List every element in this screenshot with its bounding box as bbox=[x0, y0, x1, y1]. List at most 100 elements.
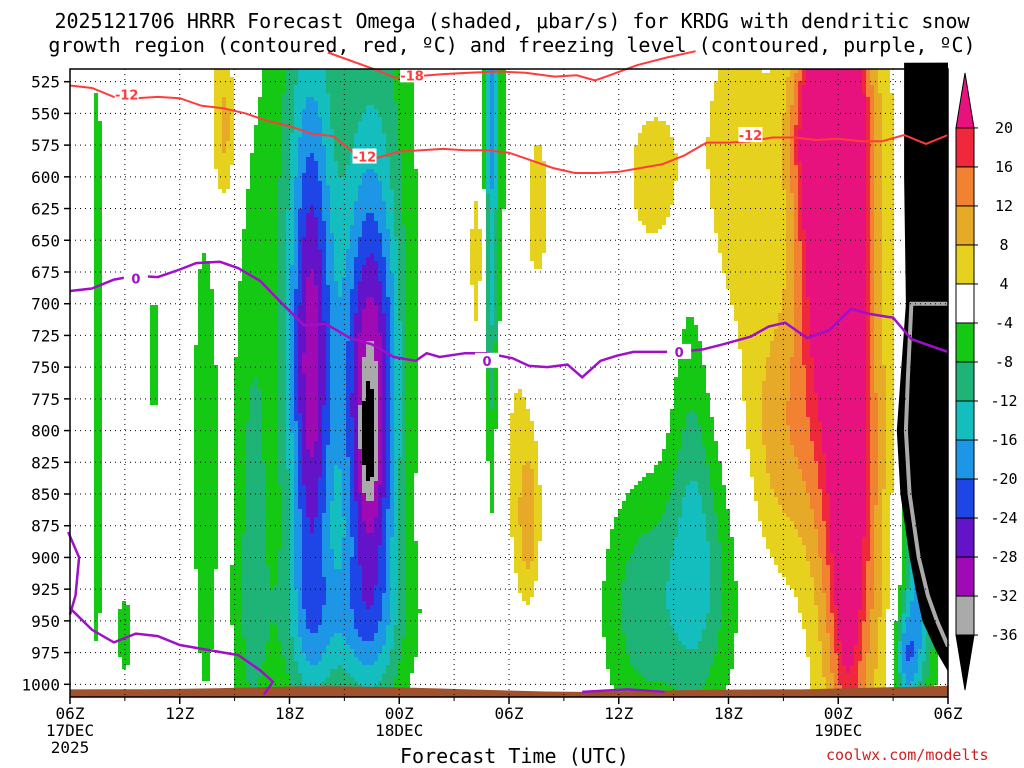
omega-cell bbox=[870, 409, 878, 413]
omega-cell bbox=[218, 177, 230, 181]
omega-cell bbox=[290, 473, 294, 477]
omega-cell bbox=[790, 585, 814, 589]
omega-cell bbox=[490, 201, 498, 205]
omega-cell bbox=[870, 73, 878, 77]
omega-cell bbox=[358, 301, 366, 305]
omega-cell bbox=[794, 221, 798, 225]
omega-cell bbox=[294, 249, 298, 253]
omega-cell bbox=[394, 277, 398, 281]
omega-cell bbox=[790, 189, 798, 193]
omega-cell bbox=[634, 157, 678, 161]
omega-cell bbox=[802, 269, 806, 273]
omega-cell bbox=[874, 85, 878, 89]
omega-cell bbox=[390, 181, 402, 185]
omega-cell bbox=[486, 289, 490, 293]
omega-cell bbox=[870, 305, 874, 309]
omega-cell bbox=[718, 241, 786, 245]
omega-cell bbox=[386, 289, 394, 293]
omega-cell bbox=[294, 109, 302, 113]
omega-cell bbox=[866, 593, 874, 597]
omega-cell bbox=[830, 601, 834, 605]
omega-cell bbox=[362, 445, 374, 449]
omega-cell bbox=[282, 509, 290, 513]
omega-cell bbox=[362, 593, 374, 597]
omega-cell bbox=[866, 341, 870, 345]
omega-cell bbox=[326, 577, 350, 581]
omega-cell bbox=[366, 305, 378, 309]
omega-cell bbox=[278, 573, 290, 577]
omega-cell bbox=[710, 577, 722, 581]
omega-cell bbox=[662, 513, 682, 517]
omega-cell bbox=[246, 445, 262, 449]
omega-cell bbox=[738, 329, 774, 333]
omega-cell bbox=[870, 513, 874, 517]
omega-cell bbox=[870, 385, 874, 389]
omega-cell bbox=[322, 461, 326, 465]
omega-cell bbox=[222, 141, 226, 145]
omega-cell bbox=[326, 469, 334, 473]
omega-cell bbox=[290, 601, 298, 605]
omega-cell bbox=[866, 309, 870, 313]
omega-cell bbox=[350, 505, 358, 509]
omega-cell bbox=[354, 353, 358, 357]
omega-cell bbox=[630, 557, 670, 561]
omega-cell bbox=[386, 337, 390, 341]
omega-cell bbox=[810, 345, 866, 349]
omega-cell bbox=[406, 433, 418, 437]
chart-title-line-2: growth region (contoured, red, ºC) and f… bbox=[48, 33, 976, 57]
omega-cell bbox=[614, 521, 658, 525]
omega-cell bbox=[150, 305, 158, 309]
omega-cell bbox=[354, 433, 358, 437]
omega-cell bbox=[290, 605, 298, 609]
omega-cell bbox=[530, 173, 546, 177]
omega-cell bbox=[870, 181, 874, 185]
omega-cell bbox=[382, 417, 386, 421]
omega-cell bbox=[386, 145, 398, 149]
omega-cell bbox=[530, 225, 546, 229]
omega-cell bbox=[878, 449, 886, 453]
omega-cell bbox=[382, 481, 386, 485]
omega-cell bbox=[498, 317, 502, 321]
omega-cell bbox=[322, 525, 330, 529]
omega-cell bbox=[94, 277, 102, 281]
omega-cell bbox=[322, 613, 354, 617]
omega-cell bbox=[94, 305, 102, 309]
omega-cell bbox=[194, 529, 218, 533]
omega-cell bbox=[862, 541, 870, 545]
omega-cell bbox=[230, 617, 242, 621]
omega-cell bbox=[482, 133, 486, 137]
omega-cell bbox=[362, 489, 374, 493]
omega-cell bbox=[874, 289, 882, 293]
omega-cell bbox=[634, 193, 674, 197]
omega-cell bbox=[358, 521, 366, 525]
omega-cell bbox=[330, 209, 354, 213]
omega-cell bbox=[290, 293, 294, 297]
omega-cell bbox=[878, 493, 882, 497]
omega-cell bbox=[322, 317, 330, 321]
omega-cell bbox=[350, 409, 358, 413]
omega-cell bbox=[602, 585, 622, 589]
omega-cell bbox=[386, 425, 390, 429]
omega-cell bbox=[350, 309, 358, 313]
omega-cell bbox=[386, 461, 390, 465]
omega-cell bbox=[830, 589, 834, 593]
omega-cell bbox=[366, 469, 374, 473]
omega-cell bbox=[198, 285, 210, 289]
omega-cell bbox=[490, 321, 494, 325]
omega-cell bbox=[394, 493, 398, 497]
omega-cell bbox=[294, 581, 302, 585]
omega-cell bbox=[534, 157, 542, 161]
omega-cell bbox=[870, 549, 874, 553]
omega-cell bbox=[874, 581, 882, 585]
omega-shading bbox=[94, 69, 942, 697]
omega-cell bbox=[906, 557, 910, 561]
omega-cell bbox=[266, 501, 282, 505]
omega-cell bbox=[350, 477, 354, 481]
omega-cell bbox=[674, 401, 710, 405]
omega-cell bbox=[530, 213, 546, 217]
omega-cell bbox=[346, 353, 354, 357]
omega-cell bbox=[386, 421, 390, 425]
omega-cell bbox=[494, 129, 498, 133]
omega-cell bbox=[286, 449, 294, 453]
omega-cell bbox=[358, 461, 362, 465]
